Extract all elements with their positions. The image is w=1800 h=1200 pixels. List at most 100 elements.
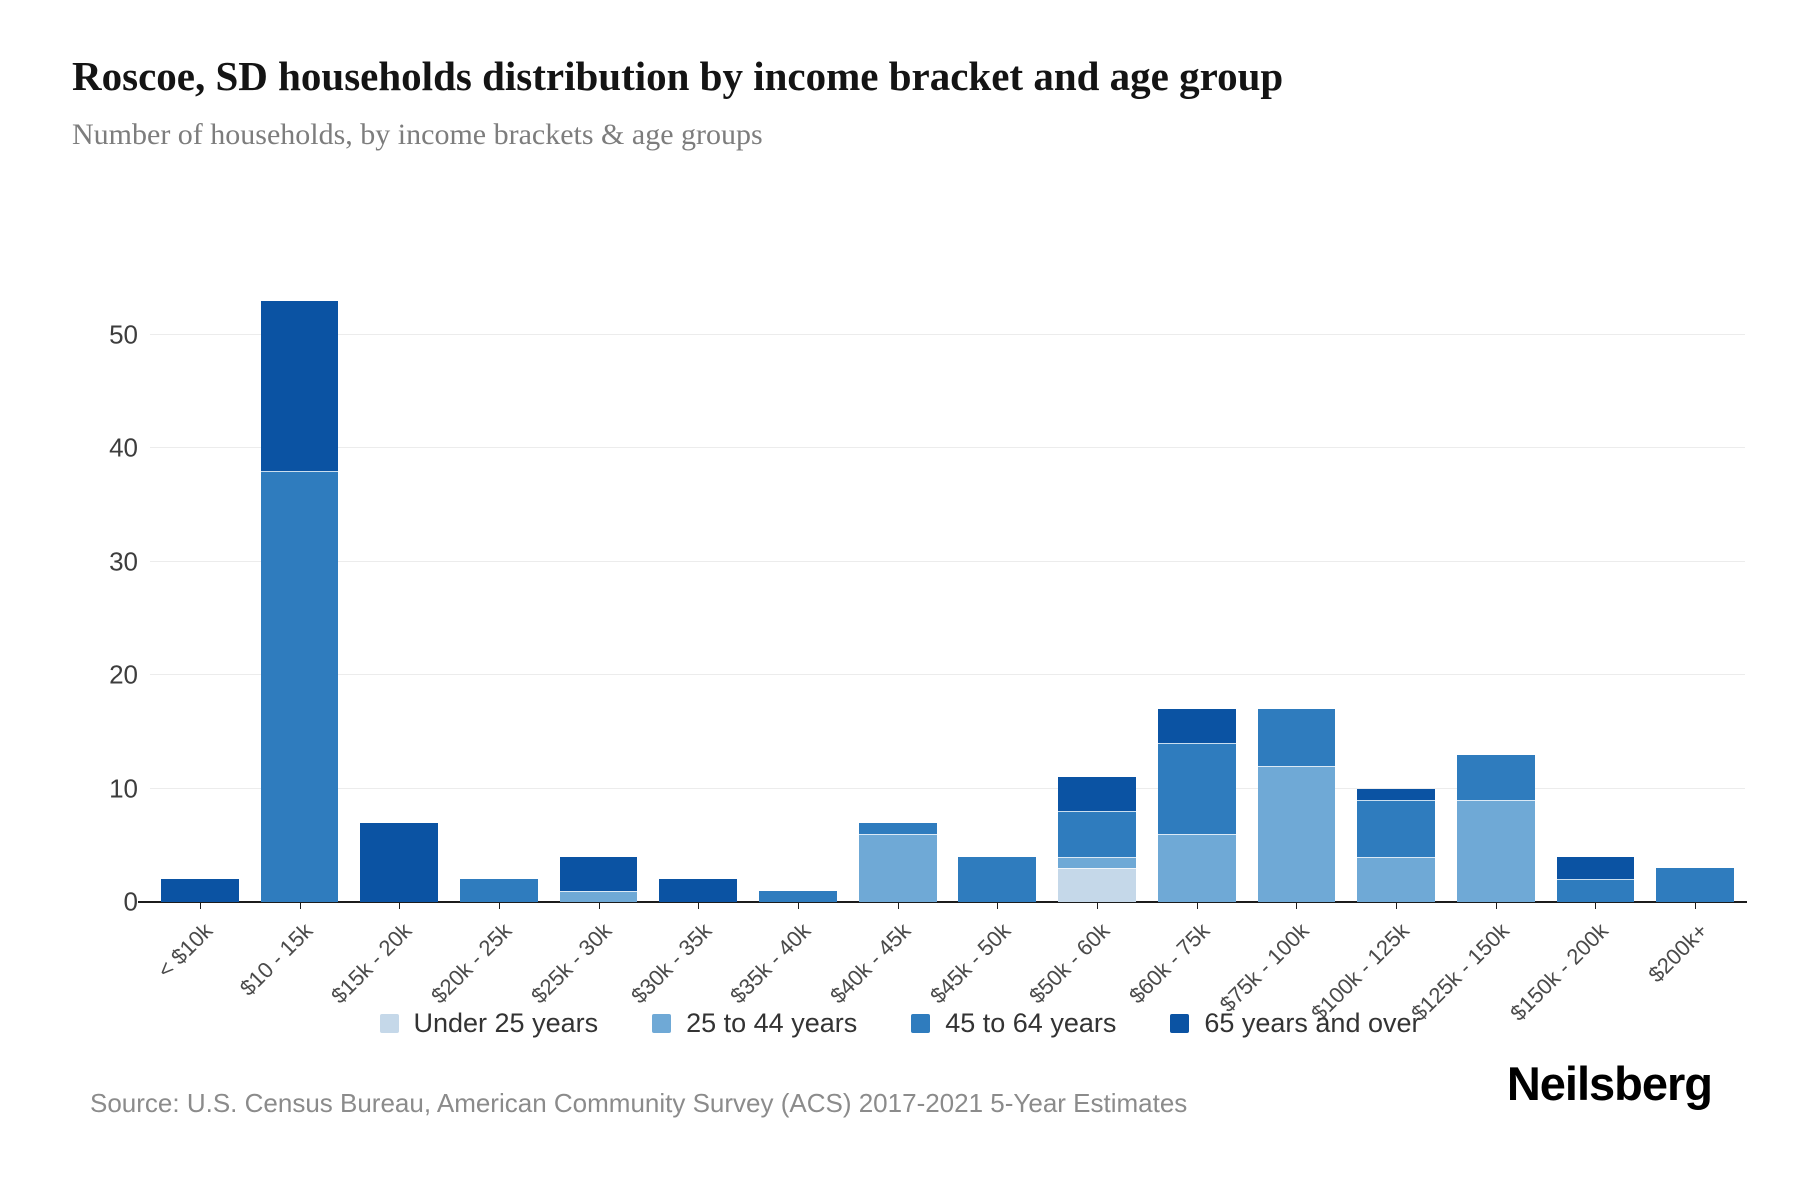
bar-slot: $40k - 45k [825, 260, 948, 1008]
stacked-bar-45k-50k [958, 856, 1037, 902]
bar-segment-45-to-64-years [1656, 867, 1735, 902]
x-tick-label: $75k - 100k [1215, 918, 1315, 1017]
legend-label: Under 25 years [413, 1008, 599, 1038]
bar-segment-65-years-and-over [1357, 788, 1435, 800]
bar-segment-65-years-and-over [1157, 709, 1236, 744]
x-tick-mark [399, 902, 401, 909]
x-tick-mark [997, 902, 999, 909]
stacked-bar-25k-30k [559, 856, 638, 902]
bar-segment-65-years-and-over [1556, 856, 1635, 880]
bar-segment-under-25-years [1058, 867, 1136, 902]
stacked-bar-50k-60k [1058, 777, 1136, 902]
y-axis-labels: 0 10 20 30 40 50 [60, 260, 138, 916]
bar-segment-25-to-44-years [858, 833, 937, 902]
legend-swatch [911, 1014, 931, 1033]
bar-segment-45-to-64-years [1157, 743, 1236, 834]
legend-item-25-to-44-years: 25 to 44 years [652, 1008, 857, 1039]
bar-segment-65-years-and-over [260, 300, 339, 471]
source-text: Source: U.S. Census Bureau, American Com… [90, 1088, 1188, 1118]
x-tick-label: $20k - 25k [426, 918, 517, 1009]
y-tick-label-40: 40 [109, 432, 138, 463]
x-tick-label: $200k+ [1643, 918, 1713, 988]
bar-segment-25-to-44-years [1357, 856, 1435, 902]
bar-slot: $125k - 150k [1406, 260, 1546, 1026]
gridline-40 [150, 447, 1745, 449]
bar-segment-45-to-64-years [1556, 879, 1635, 902]
y-tick-label-10: 10 [109, 773, 138, 804]
x-tick-mark [1196, 902, 1198, 909]
legend-label: 65 years and over [1204, 1008, 1421, 1038]
x-tick-label: $30k - 35k [625, 918, 716, 1009]
legend-swatch [379, 1014, 399, 1033]
legend-item-under-25-years: Under 25 years [379, 1008, 599, 1039]
x-tick-mark [1495, 902, 1497, 909]
bar-slot: $10 - 15k [235, 260, 350, 1001]
bar-segment-25-to-44-years [1058, 856, 1136, 868]
bar-slot: $30k - 35k [626, 260, 748, 1008]
gridline-20 [150, 674, 1745, 676]
bar-slot: $50k - 60k [1024, 260, 1147, 1008]
chart-legend: Under 25 years 25 to 44 years 45 to 64 yea… [0, 1008, 1800, 1039]
bar-segment-25-to-44-years [1257, 765, 1336, 902]
x-tick-label: $35k - 40k [725, 918, 816, 1009]
bar-slot: $100k - 125k [1306, 260, 1446, 1026]
bar-slot: $60k - 75k [1124, 260, 1247, 1008]
x-tick-label: < $10k [152, 918, 218, 983]
bar-segment-45-to-64-years [858, 822, 937, 834]
x-tick-mark [498, 902, 500, 909]
bar-slot: $15k - 20k [327, 260, 449, 1008]
legend-swatch [652, 1014, 672, 1033]
stacked-bar-20k-25k [460, 879, 538, 902]
bar-slot: $200k+ [1644, 260, 1745, 987]
x-tick-mark [1695, 902, 1697, 909]
bar-segment-45-to-64-years [1357, 799, 1435, 857]
bar-slot: < $10k [150, 260, 250, 983]
stacked-bar-35k-40k [759, 890, 837, 902]
x-tick-mark [1396, 902, 1398, 909]
x-tick-mark [1595, 902, 1597, 909]
x-tick-label: $10 - 15k [234, 918, 318, 1001]
stacked-bar-125k-150k [1456, 754, 1535, 902]
legend-item-65-years-and-over: 65 years and over [1170, 1008, 1421, 1039]
bar-slot: $75k - 100k [1215, 260, 1347, 1017]
bar-slot: $25k - 30k [526, 260, 649, 1008]
stacked-bar-75k-100k [1257, 709, 1336, 902]
x-tick-mark [299, 902, 301, 909]
bar-slot: $45k - 50k [925, 260, 1048, 1008]
bar-segment-65-years-and-over [360, 822, 439, 902]
stacked-bar-30k-35k [659, 879, 738, 902]
x-tick-mark [797, 902, 799, 909]
bar-segment-65-years-and-over [659, 879, 738, 902]
stacked-bar-10-15k [260, 300, 339, 902]
y-tick-label-0: 0 [123, 886, 138, 917]
bar-chart-plot-area: < $10k $10 - 15k $15k - 20k $20k - 25k $25k … [138, 260, 1747, 1026]
bar-segment-45-to-64-years [460, 879, 538, 902]
bar-segment-45-to-64-years [1257, 709, 1336, 766]
bar-segment-65-years-and-over [559, 856, 638, 891]
gridline-30 [150, 560, 1745, 562]
gridline-50 [150, 333, 1745, 335]
bar-segment-25-to-44-years [1456, 799, 1535, 902]
legend-label: 45 to 64 years [945, 1008, 1117, 1038]
bar-slot: $150k - 200k [1506, 260, 1646, 1026]
bar-segment-65-years-and-over [1058, 777, 1136, 812]
chart-title: Roscoe, SD households distribution by in… [72, 53, 1284, 99]
bar-slot: $20k - 25k [426, 260, 549, 1008]
chart-subtitle: Number of households, by income brackets… [72, 118, 763, 151]
bar-segment-65-years-and-over [160, 879, 239, 902]
x-tick-mark [598, 902, 600, 909]
stacked-bar-10k [160, 879, 239, 902]
legend-swatch [1170, 1014, 1190, 1033]
gridline-10 [150, 787, 1745, 789]
x-tick-label: $25k - 30k [525, 918, 617, 1009]
x-tick-label: $60k - 75k [1124, 918, 1215, 1009]
y-tick-label-50: 50 [109, 319, 138, 350]
x-tick-mark [1296, 902, 1298, 909]
bar-slot: $35k - 40k [725, 260, 848, 1008]
x-tick-label: $45k - 50k [924, 918, 1016, 1009]
x-tick-label: $15k - 20k [326, 918, 417, 1009]
bar-segment-25-to-44-years [559, 890, 638, 902]
x-tick-label: $50k - 60k [1024, 918, 1115, 1009]
y-tick-label-20: 20 [109, 659, 138, 690]
legend-item-45-to-64-years: 45 to 64 years [911, 1008, 1116, 1039]
